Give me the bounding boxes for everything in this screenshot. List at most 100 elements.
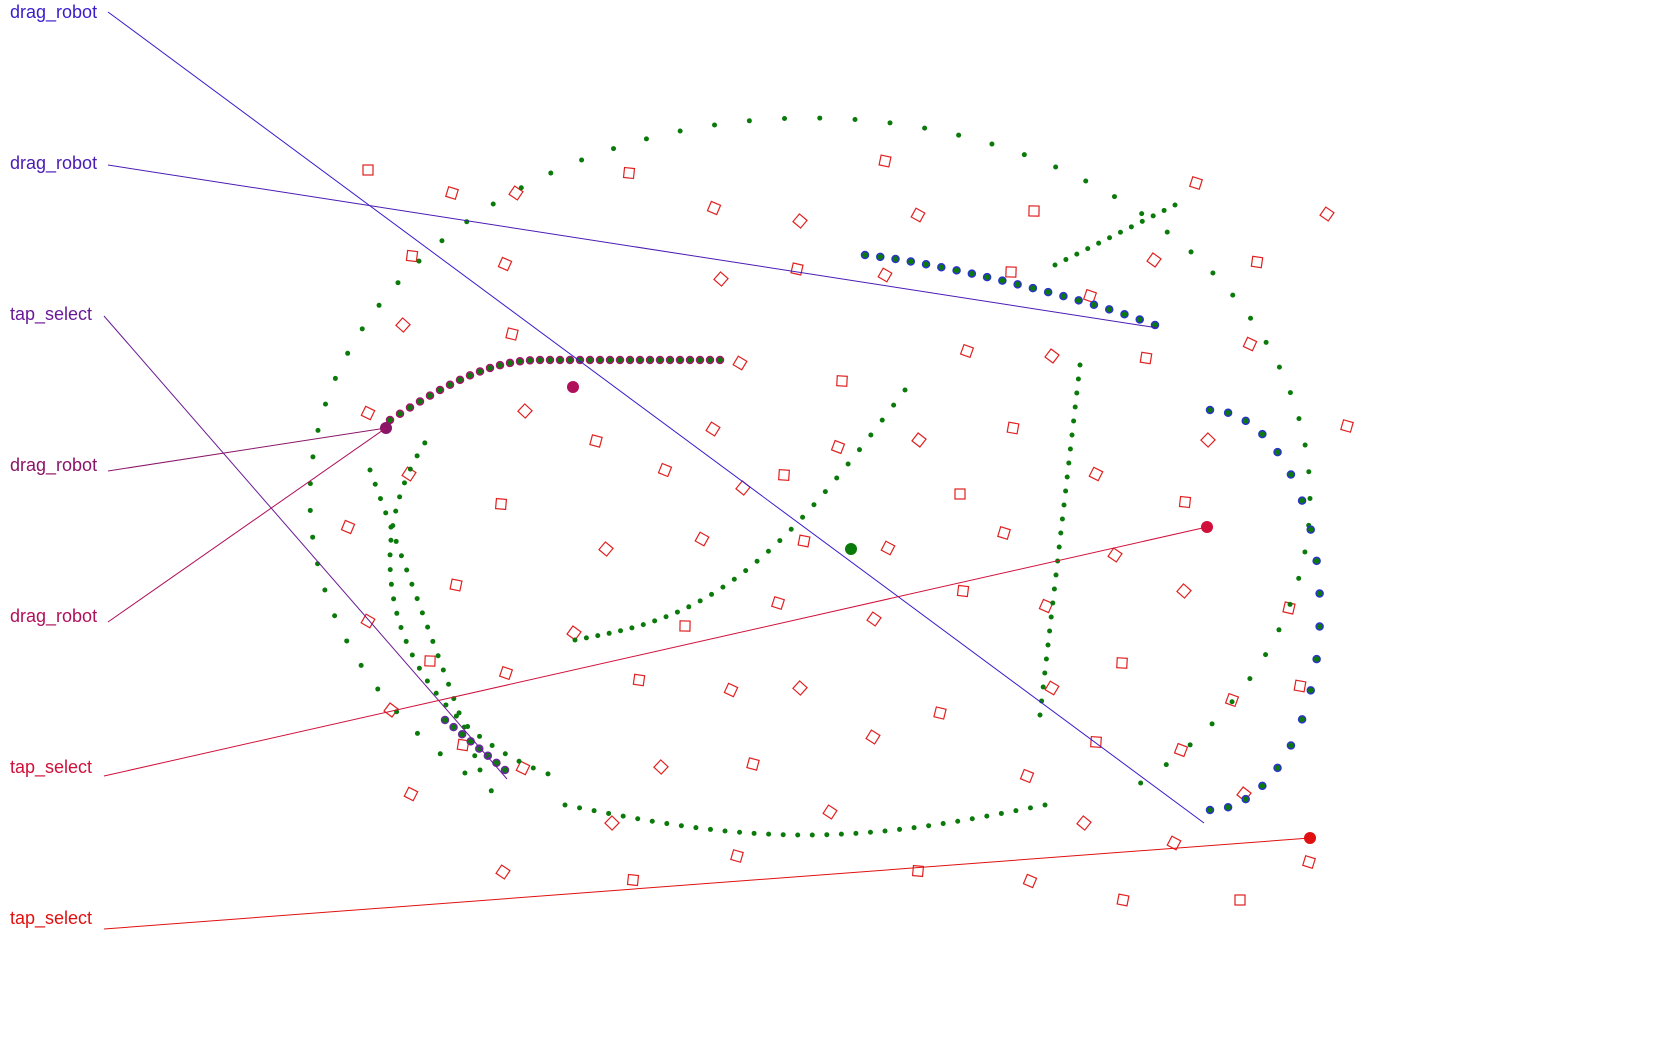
trace-point [388, 581, 394, 587]
trace-point [1053, 572, 1059, 578]
trace-point [1302, 549, 1308, 555]
trace-point [1230, 292, 1236, 298]
trace-point [809, 832, 815, 838]
target-square-marker [1076, 815, 1092, 831]
trace-point [911, 825, 917, 831]
outlined-trace-point [1306, 525, 1315, 534]
trace-point [1063, 488, 1069, 494]
target-square-marker [877, 267, 893, 283]
trace-point [707, 826, 713, 832]
trace-point [435, 653, 441, 659]
trace-point [332, 613, 338, 619]
trace-point [1161, 207, 1167, 213]
trace-point [811, 502, 817, 508]
outlined-trace-point [445, 380, 455, 389]
target-square-marker [1146, 252, 1162, 268]
trace-point [416, 665, 422, 671]
outlined-trace-point [705, 355, 715, 365]
trace-point [611, 146, 617, 152]
target-square-marker [792, 680, 808, 696]
target-square-marker [494, 497, 508, 511]
trace-point [358, 662, 364, 668]
outlined-trace-point [665, 355, 675, 365]
trace-point [852, 117, 858, 123]
trace-point [652, 618, 658, 624]
trace-point [387, 567, 393, 573]
trace-point [595, 633, 601, 639]
trace-point [422, 440, 428, 446]
trace-point [583, 635, 589, 641]
outlined-trace-point [1205, 405, 1215, 415]
target-square-marker [604, 815, 620, 831]
outlined-trace-point [555, 355, 565, 365]
target-square-marker [360, 405, 376, 421]
trace-point [477, 767, 483, 773]
trace-point [419, 610, 425, 616]
target-square-marker [956, 584, 970, 598]
target-square-marker [1116, 657, 1128, 669]
outlined-trace-point [1315, 589, 1324, 598]
outlined-trace-point [1059, 291, 1068, 301]
trace-point [310, 534, 316, 540]
trace-point [1296, 416, 1302, 422]
outlined-trace-point [952, 266, 961, 275]
trace-point [834, 475, 840, 481]
target-square-marker [657, 462, 673, 478]
outlined-trace-point [1223, 408, 1233, 417]
trace-point [1074, 390, 1080, 396]
trace-point [443, 702, 449, 708]
trace-point [315, 427, 321, 433]
outlined-trace-point [415, 397, 425, 406]
outlined-trace-point [635, 355, 645, 365]
outlined-trace-point [1312, 556, 1321, 566]
trace-point [322, 401, 328, 407]
trace-point [879, 417, 885, 423]
target-square-marker [1082, 288, 1098, 304]
trace-point [788, 526, 794, 532]
trace-point [401, 480, 407, 486]
trace-point [1296, 575, 1302, 581]
trace-point [1172, 202, 1178, 208]
trace-point [709, 591, 715, 597]
trace-points [307, 115, 1324, 844]
target-square-marker [508, 185, 524, 201]
target-square-marker [1022, 873, 1038, 889]
trace-point [743, 568, 749, 574]
trace-point [502, 751, 508, 757]
trace-point [782, 115, 788, 121]
leader-line [103, 526, 1208, 777]
target-square-marker [732, 355, 748, 371]
trace-point [1042, 670, 1048, 676]
target-square-marker [1188, 175, 1204, 191]
trace-point [955, 818, 961, 824]
trace-point [989, 141, 995, 147]
trace-point [693, 825, 699, 831]
trace-point [1287, 390, 1293, 396]
target-square-marker [1340, 419, 1354, 433]
trace-point [490, 201, 496, 207]
target-square-marker [880, 540, 896, 556]
trace-point [562, 802, 568, 808]
trace-point [1139, 211, 1145, 217]
outlined-trace-point [967, 269, 977, 278]
outlined-trace-point [525, 356, 535, 365]
target-square-marker [1234, 894, 1246, 906]
trace-point [746, 118, 752, 124]
trace-point [1085, 246, 1091, 252]
trace-point [1287, 601, 1293, 607]
trace-point [388, 537, 394, 543]
trace-point [1077, 362, 1083, 368]
trace-point [629, 625, 635, 631]
outlined-trace-point [625, 355, 635, 365]
trace-point [853, 830, 859, 836]
trace-point [376, 302, 382, 308]
trace-point [926, 823, 932, 829]
target-square-marker [445, 186, 459, 200]
outlined-trace-point [675, 355, 685, 365]
trace-point [440, 667, 446, 673]
leader-line [107, 164, 1159, 329]
trace-point [456, 710, 462, 716]
trace-point [398, 625, 404, 631]
outlined-trace-point [495, 360, 505, 370]
trace-point [548, 170, 554, 176]
